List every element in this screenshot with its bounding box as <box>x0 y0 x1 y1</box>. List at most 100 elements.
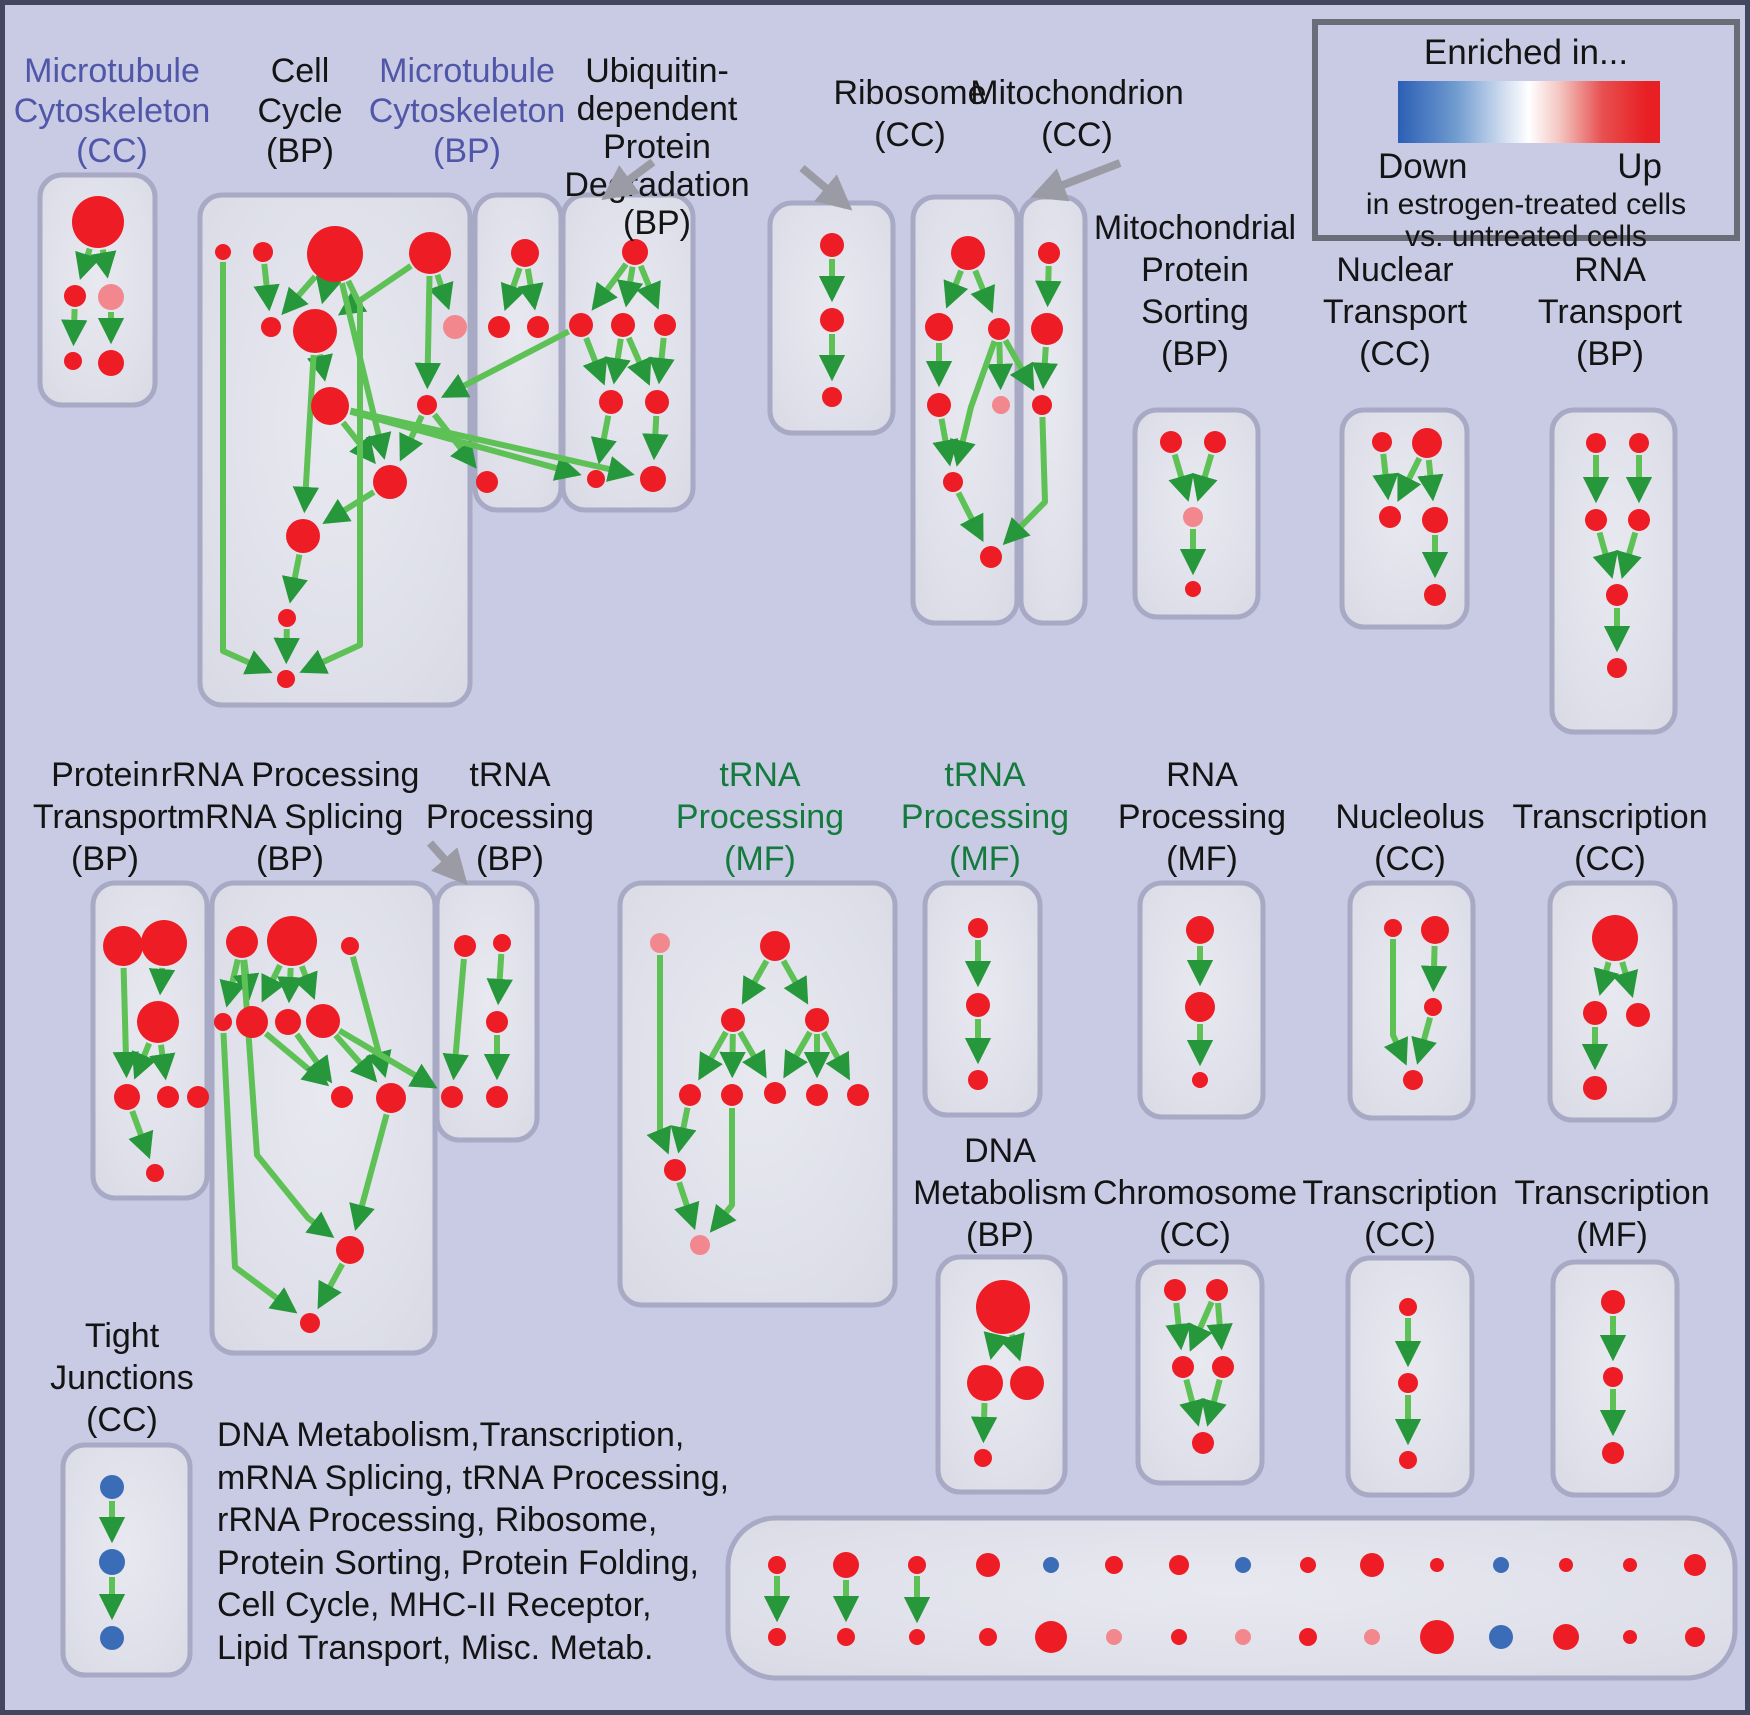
cluster-label-rna-transport-bp: RNA <box>1574 251 1646 289</box>
edge <box>337 263 413 316</box>
go-term-node-red <box>1422 507 1448 533</box>
cluster-label-tight-junctions-cc: Tight <box>85 1317 160 1355</box>
go-term-node-red <box>486 1086 508 1108</box>
cluster-label-microtubule-cytoskeleton-cc: Cytoskeleton <box>14 92 211 130</box>
go-term-node-pink <box>98 284 124 310</box>
go-term-node-red <box>141 920 187 966</box>
edge <box>636 264 661 310</box>
go-network-diagram: MicrotubuleCytoskeleton(CC)CellCycle(BP)… <box>14 52 1738 1681</box>
edge <box>307 353 333 382</box>
edge <box>1031 346 1058 390</box>
cluster-label-trna-processing-mf-1: Processing <box>676 798 844 836</box>
edge <box>1165 1302 1192 1351</box>
edge <box>349 1113 390 1231</box>
go-term-node-red <box>587 470 605 488</box>
edge <box>955 491 984 543</box>
edge <box>149 1044 176 1081</box>
edge <box>220 1032 298 1314</box>
edge <box>128 1110 154 1160</box>
go-term-node-red <box>1185 992 1215 1022</box>
edge <box>132 1042 157 1080</box>
go-term-node-red <box>114 1084 140 1110</box>
edge <box>582 336 608 386</box>
edge <box>517 268 544 311</box>
go-term-node-red <box>1606 584 1628 606</box>
go-term-node-red <box>611 313 635 337</box>
go-term-node-red <box>306 1004 340 1038</box>
edge <box>642 415 669 461</box>
go-term-node-red <box>441 1086 463 1108</box>
cluster-label-dna-metabolism-bp: Metabolism <box>913 1174 1087 1212</box>
go-term-node-blue <box>1489 1625 1513 1649</box>
edge <box>277 967 304 1004</box>
edge <box>240 959 335 1238</box>
edge <box>1616 531 1642 579</box>
go-term-node-red <box>1204 431 1226 453</box>
cluster-label-ubiquitin-dependent-protein-degradation-bp: (BP) <box>623 204 691 242</box>
go-term-node-red <box>1603 1367 1623 1387</box>
cluster-box-rna-transport-bp <box>1549 407 1678 735</box>
edge <box>414 275 442 390</box>
edge <box>219 958 246 1008</box>
edge <box>999 1332 1025 1362</box>
go-term-node-red <box>373 465 407 499</box>
go-term-node-red <box>1160 431 1182 453</box>
edge <box>61 308 88 347</box>
go-term-node-red <box>760 931 790 961</box>
edge <box>604 338 631 385</box>
go-term-node-red <box>1602 1442 1624 1464</box>
edge <box>428 273 454 311</box>
go-term-node-red <box>476 471 498 493</box>
go-term-node-red <box>645 390 669 414</box>
cluster-label-transcription-cc-2: (CC) <box>1364 1216 1436 1254</box>
edge <box>617 266 644 308</box>
go-term-node-red <box>979 1628 997 1646</box>
edge <box>932 418 959 467</box>
go-term-node-red <box>267 916 317 966</box>
go-term-node-red <box>1300 1557 1316 1573</box>
go-term-node-pink <box>1183 507 1203 527</box>
cluster-label-mitochondrial-protein-sorting-bp: Protein <box>1141 251 1249 289</box>
legend-title: Enriched in... <box>1423 33 1629 72</box>
cluster-label-chromosome-cc: (CC) <box>1159 1216 1231 1254</box>
go-term-node-pink <box>650 933 670 953</box>
cluster-label-rna-processing-mf: Processing <box>1118 798 1286 836</box>
edge <box>500 267 526 312</box>
go-term-node-red <box>1607 658 1627 678</box>
cluster-label-ubiquitin-dependent-protein-degradation-bp: Degradation <box>564 166 749 204</box>
go-term-node-red <box>253 242 273 262</box>
cluster-label-nucleolus-cc: Nucleolus <box>1335 798 1484 836</box>
edge <box>299 279 363 674</box>
cluster-box-microtubule-cytoskeleton-cc <box>37 172 158 408</box>
edge <box>591 262 629 311</box>
go-term-node-red <box>927 393 951 417</box>
cluster-label-cell-cycle-bp: Cell <box>271 52 330 90</box>
go-term-node-red <box>943 472 963 492</box>
go-term-node-red <box>1360 1553 1384 1577</box>
go-term-node-blue <box>1235 1557 1251 1573</box>
cluster-label-microtubule-cytoskeleton-bp: (BP) <box>433 132 501 170</box>
go-term-node-red <box>679 1084 701 1106</box>
cluster-label-tight-junctions-cc: (CC) <box>86 1401 158 1439</box>
edge <box>1035 265 1062 308</box>
cluster-label-mitochondrial-protein-sorting-bp: Sorting <box>1141 293 1249 331</box>
edge <box>1383 939 1408 1066</box>
cluster-label-microtubule-cytoskeleton-bp: Microtubule <box>379 52 555 90</box>
go-term-node-red <box>1626 1003 1650 1027</box>
cluster-label-trna-processing-mf-2: Processing <box>901 798 1069 836</box>
go-term-node-red <box>300 1313 320 1333</box>
edge <box>783 1030 813 1079</box>
go-term-node-red <box>1424 584 1446 606</box>
go-term-node-blue <box>1493 1557 1509 1573</box>
go-term-node-red <box>157 1086 179 1108</box>
edge <box>1002 416 1048 546</box>
go-term-node-red <box>64 285 86 307</box>
cluster-label-rrna-processing-mrna-splicing-bp: rRNA Processing <box>161 756 420 794</box>
go-term-node-red <box>569 313 593 337</box>
go-term-node-red <box>293 309 337 353</box>
edge <box>261 963 286 1003</box>
go-term-node-red <box>511 239 539 267</box>
go-term-node-red <box>1398 1373 1418 1393</box>
cluster-label-rna-processing-mf: (MF) <box>1166 840 1238 878</box>
edge <box>1206 1302 1233 1351</box>
